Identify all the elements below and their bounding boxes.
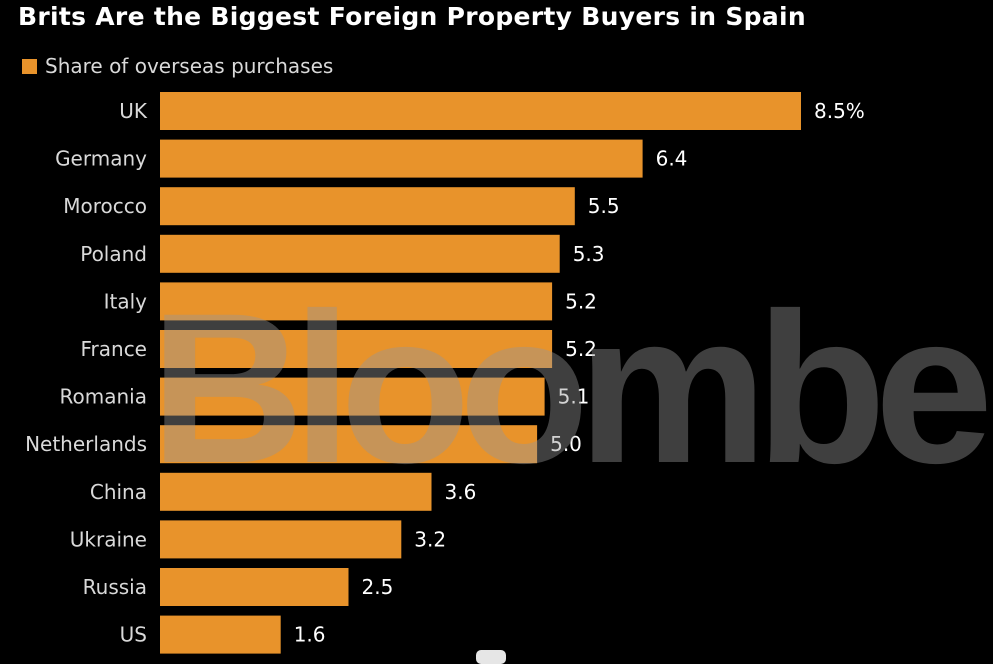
- category-label: UK: [119, 99, 148, 123]
- category-label: Russia: [83, 575, 147, 599]
- value-label: 5.5: [588, 194, 620, 218]
- category-label: France: [80, 337, 147, 361]
- bar-romania: [160, 377, 545, 416]
- bar-ukraine: [160, 520, 402, 559]
- category-label: Morocco: [63, 194, 147, 218]
- legend-swatch: [22, 58, 37, 74]
- chart-legend: Share of overseas purchases: [22, 54, 333, 78]
- category-label: Netherlands: [25, 432, 147, 456]
- value-label: 1.6: [294, 623, 326, 647]
- category-label: US: [120, 623, 147, 647]
- value-label: 2.5: [362, 575, 394, 599]
- chart-title: Brits Are the Biggest Foreign Property B…: [18, 2, 807, 31]
- scroll-handle[interactable]: [476, 650, 506, 664]
- value-label: 5.1: [558, 385, 590, 409]
- bar-russia: [160, 568, 349, 606]
- value-label: 5.2: [565, 337, 597, 361]
- bar-italy: [160, 282, 553, 321]
- bar-china: [160, 472, 432, 511]
- value-label: 5.0: [550, 432, 582, 456]
- value-label: 3.2: [414, 527, 446, 551]
- bar-us: [160, 615, 281, 654]
- bar-poland: [160, 234, 560, 273]
- category-label: Romania: [60, 385, 147, 409]
- value-label: 5.2: [565, 289, 597, 313]
- value-label: 5.3: [573, 242, 605, 266]
- category-label: Germany: [55, 147, 147, 171]
- value-label: 3.6: [445, 480, 477, 504]
- category-label: Poland: [80, 242, 147, 266]
- legend-label: Share of overseas purchases: [45, 54, 334, 78]
- bar-uk: [160, 92, 801, 130]
- bar-france: [160, 330, 553, 368]
- bar-netherlands: [160, 425, 538, 464]
- category-label: Italy: [104, 289, 148, 313]
- value-label: 6.4: [656, 147, 688, 171]
- bar-germany: [160, 139, 643, 178]
- category-label: Ukraine: [70, 527, 147, 551]
- category-label: China: [90, 480, 147, 504]
- bar-morocco: [160, 187, 575, 226]
- value-label: 8.5%: [814, 99, 865, 123]
